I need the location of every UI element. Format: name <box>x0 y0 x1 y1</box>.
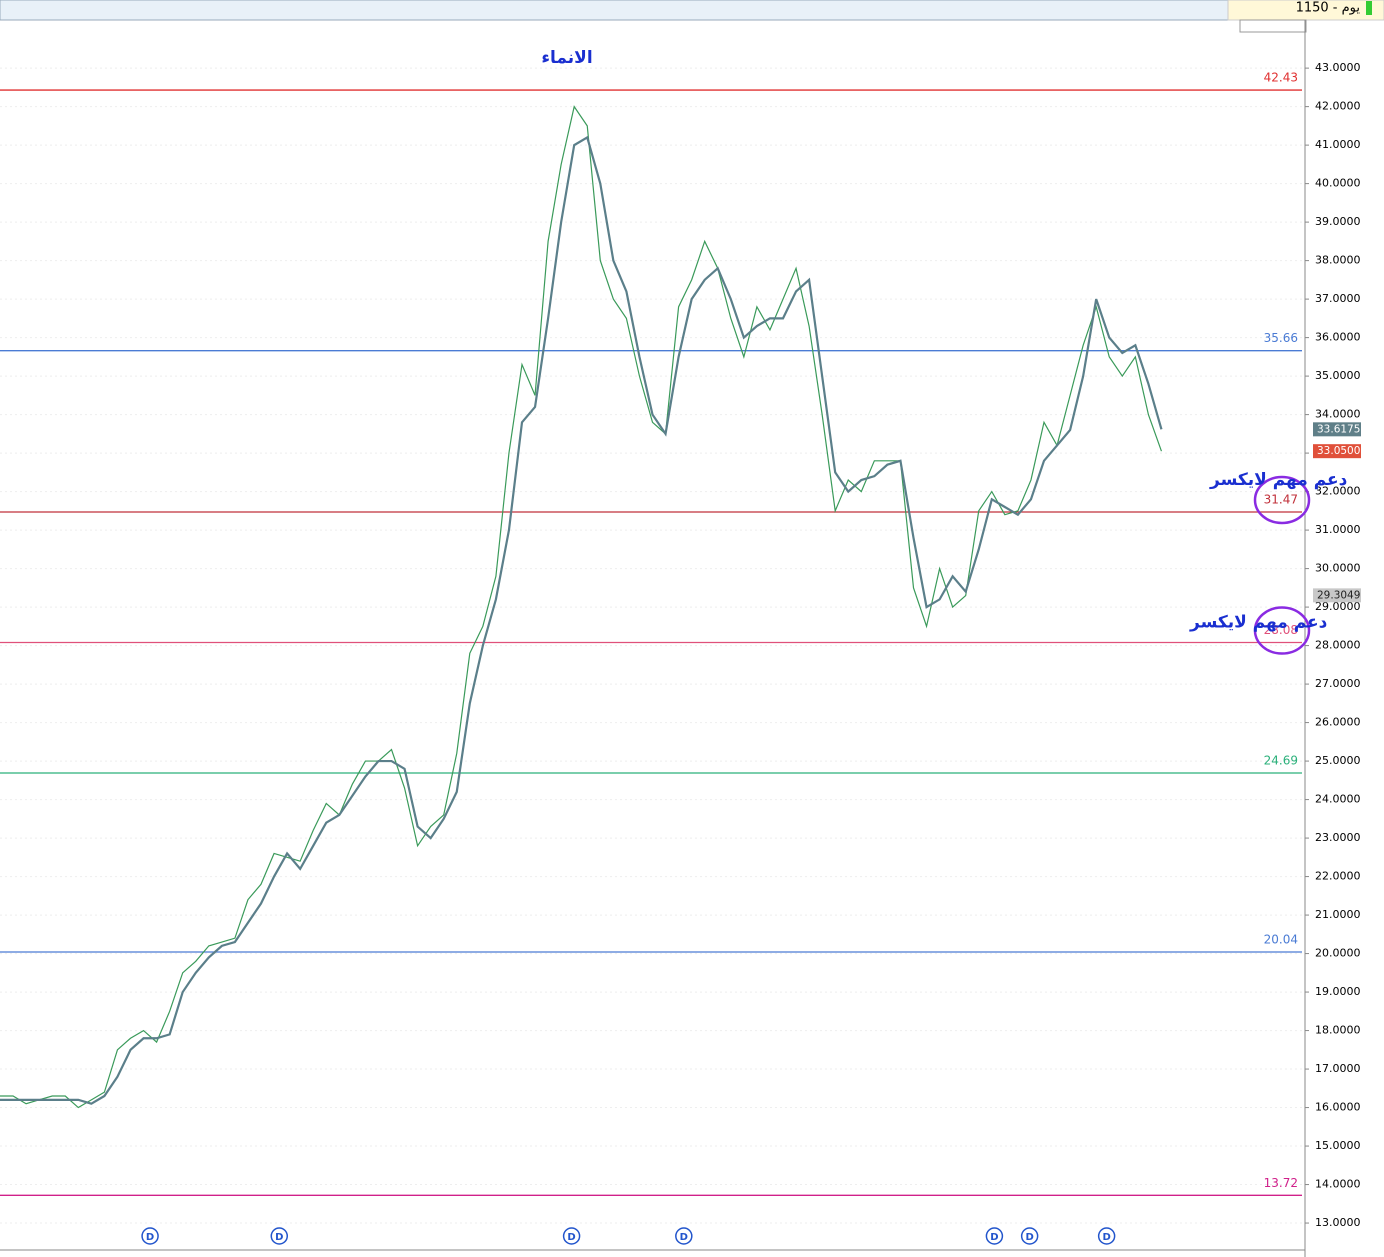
y-tick-label: 35.0000 <box>1315 369 1361 382</box>
dividend-marker <box>985 1227 1004 1245</box>
y-tick-label: 40.0000 <box>1315 177 1361 190</box>
dividend-label: D <box>146 1232 154 1243</box>
y-tick-label: 29.0000 <box>1315 600 1361 613</box>
dividend-label: D <box>1025 1232 1033 1243</box>
y-tick-label: 30.0000 <box>1315 562 1361 575</box>
price-tag <box>1313 444 1361 459</box>
level-label: 20.04 <box>1264 933 1298 947</box>
y-tick-label: 13.0000 <box>1315 1216 1361 1229</box>
dividend-marker <box>270 1227 289 1245</box>
y-tick-label: 37.0000 <box>1315 292 1361 305</box>
y-tick-label: 20.0000 <box>1315 947 1361 960</box>
price-tag-label: 33.0500 <box>1317 445 1360 457</box>
dividend-marker <box>675 1227 693 1245</box>
top-bar <box>0 0 1229 21</box>
y-tick-label: 38.0000 <box>1315 254 1361 267</box>
dividend-label: D <box>1102 1232 1110 1243</box>
y-tick-label: 21.0000 <box>1315 908 1361 921</box>
y-tick-label: 18.0000 <box>1315 1024 1361 1037</box>
annotation: دعم مهم لايكسر <box>1189 612 1328 632</box>
dividend-marker <box>1020 1227 1039 1245</box>
price-tag <box>1313 588 1361 603</box>
y-tick-label: 15.0000 <box>1315 1139 1361 1152</box>
header: 1150 - يوم <box>1296 1 1361 16</box>
header-icon <box>1366 1 1372 15</box>
dividend-marker <box>562 1227 581 1245</box>
dividend-marker <box>141 1227 159 1245</box>
price-line <box>0 135 1163 1105</box>
y-tick-label: 34.0000 <box>1315 408 1361 421</box>
dividend-label: D <box>275 1232 283 1243</box>
y-tick-label: 39.0000 <box>1315 215 1361 228</box>
level-label: 13.72 <box>1264 1176 1298 1190</box>
price-tag-label: 33.6175 <box>1317 423 1360 435</box>
level-label: 24.69 <box>1264 754 1298 768</box>
y-tick-label: 25.0000 <box>1315 754 1361 767</box>
dividend-label: D <box>680 1232 688 1243</box>
level-label: 42.43 <box>1264 71 1298 85</box>
annotation: دعم مهم لايكسر <box>1209 470 1348 490</box>
price-tag <box>1313 422 1361 437</box>
highlight-circle <box>1253 475 1311 525</box>
y-tick-label: 36.0000 <box>1315 331 1361 344</box>
y-tick-label: 32.0000 <box>1315 485 1361 498</box>
y-tick-label: 43.0000 <box>1315 61 1361 74</box>
level-label: 31.47 <box>1264 493 1298 507</box>
dividend-label: D <box>567 1232 575 1243</box>
highlight-circle <box>1253 606 1311 655</box>
window-controls[interactable] <box>1239 19 1307 33</box>
dividend-label: D <box>990 1232 998 1243</box>
y-tick-label: 28.0000 <box>1315 639 1361 652</box>
y-tick-label: 22.0000 <box>1315 870 1361 883</box>
chart-title: الانماء <box>541 48 592 68</box>
y-tick-label: 26.0000 <box>1315 716 1361 729</box>
y-tick-label: 14.0000 <box>1315 1178 1361 1191</box>
y-tick-label: 31.0000 <box>1315 523 1361 536</box>
y-tick-label: 42.0000 <box>1315 100 1361 113</box>
y-tick-label: 16.0000 <box>1315 1101 1361 1114</box>
dividend-marker <box>1097 1227 1116 1245</box>
y-tick-label: 41.0000 <box>1315 138 1361 151</box>
y-tick-label: 24.0000 <box>1315 793 1361 806</box>
price-tag-label: 29.3049 <box>1317 589 1360 601</box>
y-tick-label: 27.0000 <box>1315 677 1361 690</box>
y-tick-label: 23.0000 <box>1315 831 1361 844</box>
level-label: 35.66 <box>1264 331 1298 345</box>
level-label: 28.08 <box>1264 623 1298 637</box>
y-tick-label: 19.0000 <box>1315 985 1361 998</box>
y-tick-label: 17.0000 <box>1315 1062 1361 1075</box>
